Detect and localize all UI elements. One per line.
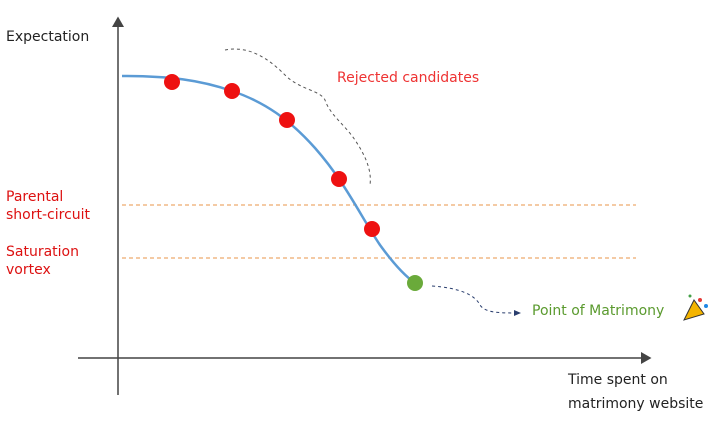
point [164,74,180,90]
expectation-curve [121,74,416,285]
matrimony-arrow [431,285,521,316]
point [331,171,347,187]
parental-label: short-circuit [6,207,91,223]
x-axis-label: Time spent on [567,372,668,388]
rejected-brace [224,48,371,186]
matrimony-point [407,275,423,291]
point [364,221,380,237]
point [224,83,240,99]
matrimony-label: Point of Matrimony [532,303,664,319]
party-icon [683,294,708,321]
saturation-label: vortex [6,262,51,278]
saturation-label: Saturation [6,244,79,260]
rejected-label: Rejected candidates [337,70,479,86]
rejected-points [164,74,380,237]
parental-label: Parental [6,189,63,205]
x-axis-label: matrimony website [568,396,703,412]
point [279,112,295,128]
y-axis-label: Expectation [6,29,89,45]
